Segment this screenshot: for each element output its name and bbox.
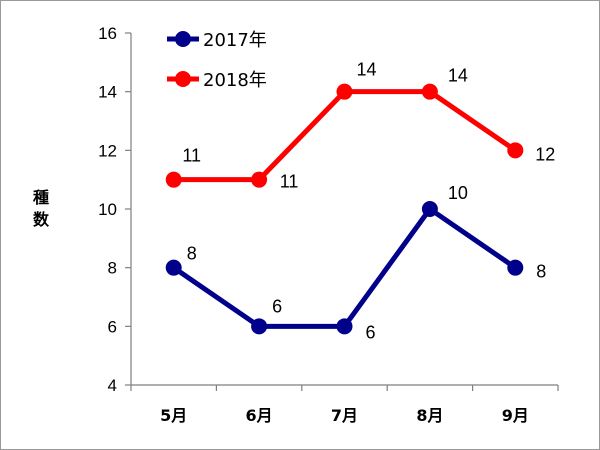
data-label: 8 [187, 244, 197, 264]
series-group: 8 6 6 10 8 11 11 14 14 12 [165, 60, 555, 342]
data-label: 6 [365, 322, 375, 342]
data-label: 8 [536, 262, 546, 282]
x-tick-labels: 5月 6月 7月 8月 9月 [130, 385, 559, 425]
data-point [421, 83, 438, 100]
y-tick-label: 16 [98, 24, 117, 43]
y-tick-label: 4 [108, 376, 117, 395]
x-tick-label: 9月 [502, 406, 529, 425]
y-tick-label: 6 [108, 317, 117, 336]
y-tick-label: 8 [108, 259, 117, 278]
data-label: 11 [280, 172, 299, 192]
data-point [421, 201, 438, 217]
data-point [336, 83, 353, 100]
legend-marker [175, 31, 191, 47]
data-label: 10 [448, 183, 468, 203]
x-tick-label: 8月 [416, 406, 443, 425]
series-line [173, 89, 517, 183]
y-tick-label: 12 [98, 141, 117, 160]
data-point [251, 318, 268, 335]
x-tick-label: 6月 [246, 406, 273, 425]
legend-marker [175, 71, 191, 87]
data-point [507, 259, 524, 276]
data-label: 14 [448, 66, 468, 86]
data-label: 14 [356, 60, 376, 80]
data-point [251, 171, 268, 188]
legend: 2017年 2018年 [167, 30, 267, 91]
x-tick-label: 5月 [160, 406, 187, 425]
data-point [507, 142, 524, 159]
legend-entry: 2017年 [203, 30, 267, 51]
data-label: 11 [182, 146, 201, 166]
y-axis-label-char: 数 [33, 210, 50, 229]
series-2: 11 11 14 14 12 [165, 60, 555, 192]
data-point [165, 259, 182, 276]
data-label: 6 [272, 296, 282, 316]
data-point [336, 318, 353, 335]
x-tick-label: 7月 [331, 406, 358, 425]
data-point [165, 171, 182, 188]
y-axis-label: 種数 [33, 188, 50, 229]
y-tick-label: 14 [98, 83, 117, 102]
data-label: 12 [535, 144, 555, 164]
y-axis-label-char: 種 [33, 188, 49, 207]
y-tick-labels: 4 6 8 10 12 14 16 [98, 24, 131, 395]
legend-entry: 2018年 [203, 70, 267, 91]
series-line [172, 206, 517, 329]
series-1: 8 6 6 10 8 [165, 183, 546, 342]
y-tick-label: 10 [98, 200, 117, 219]
